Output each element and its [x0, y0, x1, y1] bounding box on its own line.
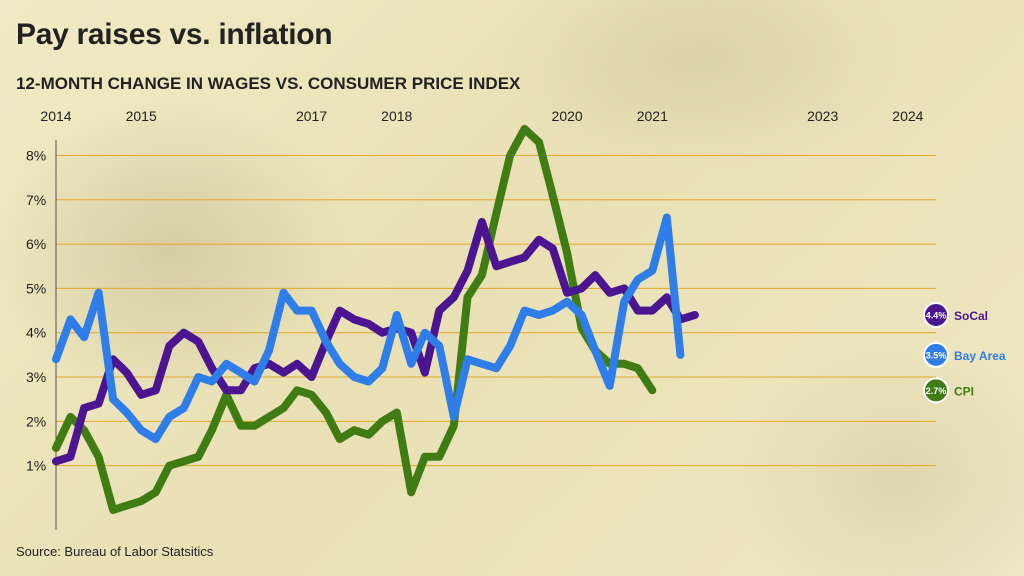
chart-subtitle: 12-MONTH CHANGE IN WAGES VS. CONSUMER PR… — [16, 74, 521, 93]
x-tick-label: 2014 — [40, 108, 71, 124]
series-end-label: Bay Area — [954, 349, 1006, 363]
x-tick-label: 2018 — [381, 108, 412, 124]
gridlines — [56, 154, 936, 467]
x-tick-label: 2020 — [552, 108, 583, 124]
series-end-label: CPI — [954, 384, 974, 398]
end-value-label: 3.5% — [926, 350, 947, 360]
series-line-cpi — [52, 124, 657, 514]
chart-title: Pay raises vs. inflation — [16, 18, 333, 51]
series-end-label: SoCal — [954, 309, 988, 323]
end-value-label: 2.7% — [926, 386, 947, 396]
series-line-bay-area — [52, 213, 685, 444]
end-value-bubble — [923, 377, 949, 404]
x-tick-label: 2015 — [126, 108, 157, 124]
y-tick-label: 3% — [26, 369, 46, 385]
y-tick-label: 4% — [26, 325, 46, 341]
series-lines — [52, 124, 699, 514]
x-tick-label: 2021 — [637, 108, 668, 124]
x-tick-label: 2024 — [892, 108, 923, 124]
end-labels: 4.4% SoCal 3.5% Bay Area 2.7% CPI — [923, 302, 1006, 404]
x-tick-label: 2017 — [296, 108, 327, 124]
source-note: Source: Bureau of Labor Statsitics — [16, 544, 214, 559]
y-tick-label: 6% — [26, 236, 46, 252]
y-tick-label: 2% — [26, 413, 46, 429]
y-tick-label: 7% — [26, 192, 46, 208]
y-tick-label: 8% — [26, 147, 46, 163]
y-tick-label: 5% — [26, 280, 46, 296]
y-tick-label: 1% — [26, 458, 46, 474]
x-tick-label: 2023 — [807, 108, 838, 124]
series-line-socal — [52, 217, 699, 466]
end-value-bubble — [923, 341, 949, 368]
end-value-label: 4.4% — [926, 311, 947, 321]
axes: 1% 2% 3% 4% 5% 6% 7% 8% 2014 2015 2017 2018 2020 2021… — [26, 108, 924, 530]
end-value-bubble — [923, 302, 949, 328]
